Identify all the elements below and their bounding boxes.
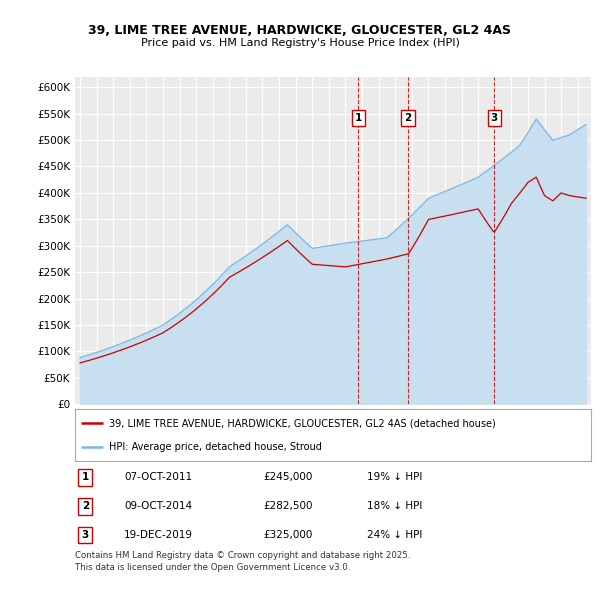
Text: 3: 3 bbox=[490, 113, 498, 123]
Text: Price paid vs. HM Land Registry's House Price Index (HPI): Price paid vs. HM Land Registry's House … bbox=[140, 38, 460, 48]
Text: 1: 1 bbox=[355, 113, 362, 123]
Text: £325,000: £325,000 bbox=[263, 530, 313, 540]
Text: Contains HM Land Registry data © Crown copyright and database right 2025.
This d: Contains HM Land Registry data © Crown c… bbox=[75, 551, 410, 572]
Text: £245,000: £245,000 bbox=[263, 473, 313, 482]
Text: HPI: Average price, detached house, Stroud: HPI: Average price, detached house, Stro… bbox=[109, 442, 322, 453]
Text: 07-OCT-2011: 07-OCT-2011 bbox=[124, 473, 192, 482]
Text: £282,500: £282,500 bbox=[263, 502, 313, 511]
Text: 18% ↓ HPI: 18% ↓ HPI bbox=[367, 502, 422, 511]
Text: 24% ↓ HPI: 24% ↓ HPI bbox=[367, 530, 422, 540]
Text: 39, LIME TREE AVENUE, HARDWICKE, GLOUCESTER, GL2 4AS (detached house): 39, LIME TREE AVENUE, HARDWICKE, GLOUCES… bbox=[109, 418, 495, 428]
Text: 39, LIME TREE AVENUE, HARDWICKE, GLOUCESTER, GL2 4AS: 39, LIME TREE AVENUE, HARDWICKE, GLOUCES… bbox=[89, 24, 511, 37]
Text: 09-OCT-2014: 09-OCT-2014 bbox=[124, 502, 192, 511]
Text: 2: 2 bbox=[404, 113, 412, 123]
Text: 2: 2 bbox=[82, 502, 89, 511]
Text: 19-DEC-2019: 19-DEC-2019 bbox=[124, 530, 193, 540]
Text: 19% ↓ HPI: 19% ↓ HPI bbox=[367, 473, 422, 482]
Text: 3: 3 bbox=[82, 530, 89, 540]
Text: 1: 1 bbox=[82, 473, 89, 482]
